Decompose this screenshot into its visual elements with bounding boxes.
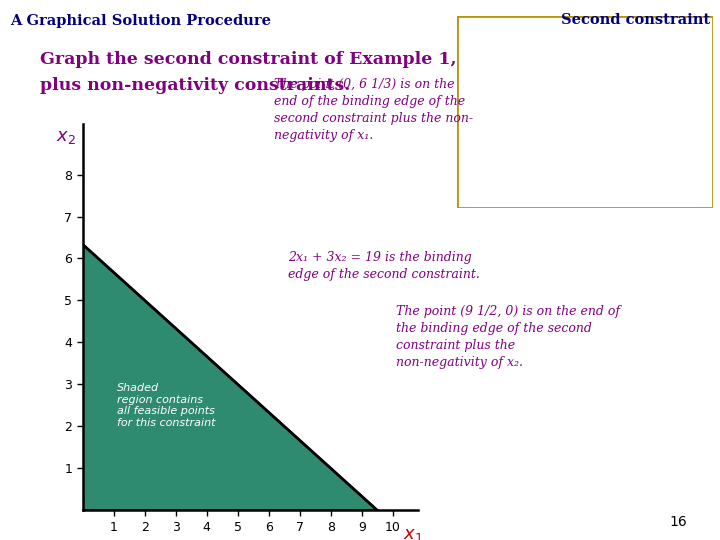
- Text: 2x₁ + 3x₂ ≤ 19: 2x₁ + 3x₂ ≤ 19: [467, 116, 598, 126]
- Text: 2x₁ + 3x₂ = 19 is the binding
edge of the second constraint.: 2x₁ + 3x₂ = 19 is the binding edge of th…: [288, 251, 480, 281]
- Text: plus non-negativity constraints.: plus non-negativity constraints.: [40, 77, 350, 93]
- Text: Second constraint: Second constraint: [561, 14, 710, 28]
- Text: Example 2:: Example 2:: [467, 24, 532, 34]
- Text: 16: 16: [670, 515, 688, 529]
- Text: Graph the second constraint of Example 1,: Graph the second constraint of Example 1…: [40, 51, 456, 68]
- Text: Max     5x₁ + 7x₂: Max 5x₁ + 7x₂: [467, 55, 578, 65]
- Text: A Graphical Solution Procedure: A Graphical Solution Procedure: [10, 14, 271, 28]
- Text: $x_1$: $x_1$: [403, 525, 423, 540]
- Text: $x_2$: $x_2$: [56, 128, 76, 146]
- Text: Shaded
region contains
all feasible points
for this constraint: Shaded region contains all feasible poin…: [117, 383, 215, 428]
- Text: The point (9 1/2, 0) is on the end of
the binding edge of the second
constraint : The point (9 1/2, 0) is on the end of th…: [396, 305, 620, 369]
- Polygon shape: [83, 245, 377, 510]
- Text: x₁ +  x₂ ≤  8: x₁ + x₂ ≤ 8: [467, 146, 604, 157]
- Text: x₁ ≥ 0  and  x₂ ≥ 0: x₁ ≥ 0 and x₂ ≥ 0: [467, 181, 604, 191]
- Text: s.t.       x₁            ≤  6: s.t. x₁ ≤ 6: [467, 85, 656, 95]
- Text: The point (0, 6 1/3) is on the
end of the binding edge of the
second constraint : The point (0, 6 1/3) is on the end of th…: [274, 78, 473, 143]
